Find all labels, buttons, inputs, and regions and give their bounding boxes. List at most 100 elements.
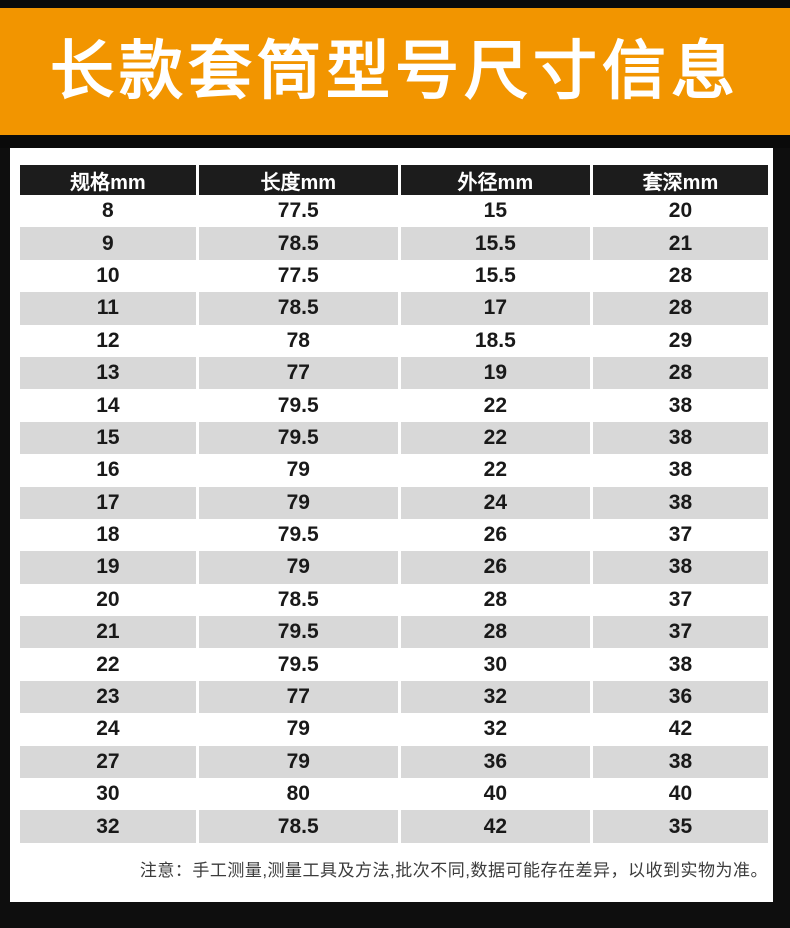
table-cell: 32 <box>397 713 590 746</box>
table-cell: 40 <box>589 778 768 811</box>
table-cell: 36 <box>589 680 768 714</box>
table-row: 32 78.5 42 35 <box>20 810 768 843</box>
table-row: 22 79.5 30 38 <box>20 648 768 681</box>
table-cell: 28 <box>589 259 768 293</box>
table-cell: 21 <box>96 620 120 644</box>
table-row: 16 79 22 38 <box>20 454 768 487</box>
table-cell: 80 <box>195 778 398 811</box>
table-cell: 42 <box>589 713 768 746</box>
table-cell: 32 <box>397 680 590 714</box>
spec-table: 规格mm 长度mm 外径mm 套深mm 8 77.5 15 20 9 78.5 15.5 21… <box>20 165 768 843</box>
table-cell: 77.5 <box>195 195 398 228</box>
top-border <box>0 0 790 8</box>
table-cell: 27 <box>96 749 120 773</box>
table-cell: 38 <box>589 486 768 519</box>
table-cell: 79 <box>195 486 398 519</box>
table-cell: 23 <box>96 685 120 709</box>
table-cell: 13 <box>96 361 120 385</box>
table-cell: 78 <box>195 324 398 357</box>
table-row: 30 80 40 40 <box>20 778 768 811</box>
table-row: 18 79.5 26 37 <box>20 518 768 552</box>
table-row: 10 77.5 15.5 28 <box>20 259 768 293</box>
table-cell: 37 <box>589 616 768 649</box>
table-cell: 12 <box>96 328 120 352</box>
table-cell: 20 <box>96 587 120 611</box>
table-cell: 79.5 <box>195 518 398 552</box>
table-body: 8 77.5 15 20 9 78.5 15.5 21 10 77.5 15.5 28 11 78.5 17… <box>20 195 768 843</box>
table-header-row: 规格mm 长度mm 外径mm 套深mm <box>20 165 768 195</box>
table-row: 20 78.5 28 37 <box>20 583 768 617</box>
column-header-socket-depth: 套深mm <box>589 165 768 195</box>
table-cell: 30 <box>96 782 120 806</box>
table-cell: 14 <box>96 393 120 417</box>
table-cell: 28 <box>397 583 590 617</box>
table-cell: 42 <box>397 810 590 843</box>
table-cell: 77.5 <box>195 259 398 293</box>
table-cell: 78.5 <box>195 227 398 260</box>
table-cell: 20 <box>589 195 768 228</box>
column-header-spec: 规格mm <box>20 165 196 195</box>
table-row: 27 79 36 38 <box>20 745 768 779</box>
table-cell: 22 <box>397 454 590 487</box>
table-cell: 79.5 <box>195 389 398 422</box>
table-cell: 36 <box>397 745 590 779</box>
table-cell: 15.5 <box>397 259 590 293</box>
table-cell: 18.5 <box>397 324 590 357</box>
table-cell: 15 <box>96 425 120 449</box>
table-row: 9 78.5 15.5 21 <box>20 227 768 260</box>
table-row: 21 79.5 28 37 <box>20 616 768 649</box>
note-text: 注意：手工测量,测量工具及方法,批次不同,数据可能存在差异，以收到实物为准。 <box>139 860 768 880</box>
banner-title: 长款套筒型号尺寸信息 <box>50 35 740 107</box>
table-row: 11 78.5 17 28 <box>20 292 768 325</box>
table-row: 17 79 24 38 <box>20 486 768 519</box>
table-cell: 17 <box>397 292 590 325</box>
page: 长款套筒型号尺寸信息 规格mm 长度mm 外径mm 套深mm 8 77.5 15 20… <box>0 0 790 902</box>
table-cell: 28 <box>397 616 590 649</box>
table-cell: 17 <box>96 490 120 514</box>
table-cell: 35 <box>589 810 768 843</box>
table-cell: 38 <box>589 648 768 681</box>
table-cell: 78.5 <box>195 810 398 843</box>
banner: 长款套筒型号尺寸信息 <box>0 8 790 135</box>
table-cell: 22 <box>96 652 120 676</box>
table-cell: 9 <box>102 231 114 255</box>
table-cell: 11 <box>96 296 119 320</box>
table-cell: 22 <box>397 421 590 455</box>
table-cell: 38 <box>589 551 768 584</box>
table-row: 14 79.5 22 38 <box>20 389 768 422</box>
table-cell: 37 <box>589 583 768 617</box>
table-cell: 79.5 <box>195 616 398 649</box>
table-cell: 28 <box>589 356 768 390</box>
table-cell: 77 <box>195 680 398 714</box>
table-cell: 38 <box>589 389 768 422</box>
column-header-outer-diameter: 外径mm <box>397 165 590 195</box>
table-cell: 21 <box>589 227 768 260</box>
table-cell: 15.5 <box>397 227 590 260</box>
table-cell: 79.5 <box>195 421 398 455</box>
table-cell: 16 <box>96 458 120 482</box>
table-cell: 79 <box>195 713 398 746</box>
table-cell: 38 <box>589 454 768 487</box>
spec-panel: 规格mm 长度mm 外径mm 套深mm 8 77.5 15 20 9 78.5 15.5 21… <box>10 148 773 902</box>
table-cell: 79.5 <box>195 648 398 681</box>
table-cell: 24 <box>397 486 590 519</box>
table-cell: 30 <box>397 648 590 681</box>
table-row: 13 77 19 28 <box>20 356 768 390</box>
table-cell: 18 <box>96 523 120 547</box>
table-row: 24 79 32 42 <box>20 713 768 746</box>
table-cell: 15 <box>397 195 590 228</box>
table-row: 15 79.5 22 38 <box>20 421 768 455</box>
table-cell: 38 <box>589 745 768 779</box>
table-cell: 24 <box>96 717 120 741</box>
table-row: 23 77 32 36 <box>20 680 768 714</box>
table-cell: 10 <box>96 263 120 287</box>
table-cell: 26 <box>397 518 590 552</box>
table-cell: 78.5 <box>195 583 398 617</box>
table-cell: 28 <box>589 292 768 325</box>
table-cell: 79 <box>195 745 398 779</box>
table-cell: 22 <box>397 389 590 422</box>
table-cell: 19 <box>397 356 590 390</box>
table-row: 19 79 26 38 <box>20 551 768 584</box>
table-cell: 40 <box>397 778 590 811</box>
table-row: 12 78 18.5 29 <box>20 324 768 357</box>
